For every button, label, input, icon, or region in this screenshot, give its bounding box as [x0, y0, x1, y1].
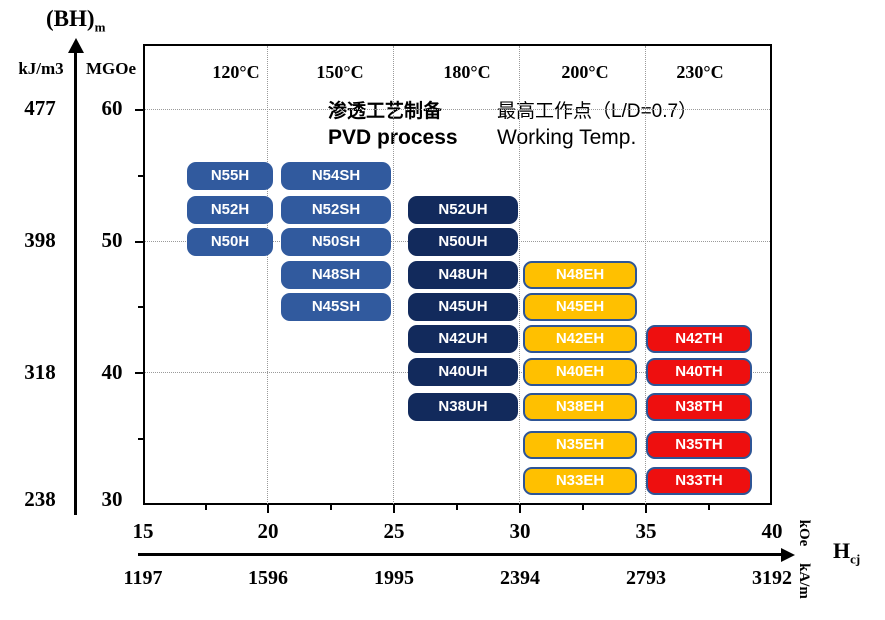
- grade-badge-n48eh: N48EH: [523, 261, 637, 289]
- x-tick-mark: [393, 505, 395, 513]
- grade-badge-n45eh: N45EH: [523, 293, 637, 321]
- x-tick-koe-label: 25: [383, 519, 405, 543]
- grade-badge-n50sh: N50SH: [281, 228, 391, 256]
- grade-badge-n52uh: N52UH: [408, 196, 518, 224]
- y-axis-title-text: (BH): [46, 6, 95, 31]
- x-minor-tick-mark: [582, 505, 584, 510]
- y-tick-mgoe-label: 60: [101, 96, 123, 120]
- grade-badge-n33eh: N33EH: [523, 467, 637, 495]
- x-tick-kam-label: 2793: [626, 567, 666, 589]
- grade-badge-n35eh: N35EH: [523, 431, 637, 459]
- grade-badge-n42eh: N42EH: [523, 325, 637, 353]
- grade-badge-n50h: N50H: [187, 228, 273, 256]
- working-temp-annotation-en: Working Temp.: [497, 126, 637, 149]
- pvd-annotation: 渗透工艺制备 PVD process: [328, 99, 458, 151]
- x-tick-koe-label: 15: [132, 519, 154, 543]
- y-tick-mark: [135, 241, 143, 243]
- x-tick-mark: [519, 505, 521, 513]
- x-tick-kam-label: 1995: [374, 567, 414, 589]
- y-tick-mgoe-label: 50: [101, 228, 123, 252]
- x-axis-arrowhead-icon: [781, 548, 795, 562]
- y-minor-tick-mark: [138, 438, 143, 440]
- pvd-annotation-en: PVD process: [328, 126, 458, 149]
- grade-badge-n50uh: N50UH: [408, 228, 518, 256]
- y-tick-kjm3-label: 238: [24, 487, 56, 511]
- temp-label-120c: 120°C: [212, 62, 260, 82]
- grade-badge-n40th: N40TH: [646, 358, 752, 386]
- temp-label-180c: 180°C: [443, 62, 491, 82]
- grade-badge-n38th: N38TH: [646, 393, 752, 421]
- x-tick-mark: [645, 505, 647, 513]
- y-tick-mgoe-label: 30: [101, 487, 123, 511]
- grade-badge-n40uh: N40UH: [408, 358, 518, 386]
- y-gridline: [145, 109, 770, 110]
- y-tick-mgoe-label: 40: [101, 360, 123, 384]
- grade-badge-n42uh: N42UH: [408, 325, 518, 353]
- grade-badge-n45uh: N45UH: [408, 293, 518, 321]
- grade-badge-n45sh: N45SH: [281, 293, 391, 321]
- y-minor-tick-mark: [138, 306, 143, 308]
- y-axis-title: (BH)m: [46, 6, 105, 36]
- temp-label-230c: 230°C: [676, 62, 724, 82]
- grade-badge-n38uh: N38UH: [408, 393, 518, 421]
- y-unit-kjm3: kJ/m3: [18, 59, 64, 78]
- x-tick-koe-label: 30: [509, 519, 531, 543]
- y-tick-mark: [135, 109, 143, 111]
- x-tick-koe-label: 40: [761, 519, 783, 543]
- temp-label-150c: 150°C: [316, 62, 364, 82]
- x-tick-mark: [267, 505, 269, 513]
- x-tick-kam-label: 1197: [123, 567, 163, 589]
- grade-badge-n52h: N52H: [187, 196, 273, 224]
- x-tick-kam-label: 3192: [752, 567, 792, 589]
- working-temp-annotation-cn: 最高工作点（L/D=0.7）: [497, 101, 698, 122]
- x-tick-kam-label: 1596: [248, 567, 288, 589]
- y-tick-kjm3-label: 398: [24, 228, 56, 252]
- grade-badge-n40eh: N40EH: [523, 358, 637, 386]
- x-gridline: [519, 46, 520, 504]
- plot-area: [143, 44, 772, 505]
- x-tick-koe-label: 20: [257, 519, 279, 543]
- grade-badge-n48sh: N48SH: [281, 261, 391, 289]
- y-tick-kjm3-label: 318: [24, 360, 56, 384]
- y-axis-title-subscript: m: [94, 19, 106, 35]
- grade-badge-n55h: N55H: [187, 162, 273, 190]
- x-minor-tick-mark: [330, 505, 332, 510]
- x-axis-arrow-line: [138, 553, 783, 556]
- x-gridline: [267, 46, 268, 504]
- y-axis-arrow-line: [74, 51, 77, 515]
- grade-badge-n52sh: N52SH: [281, 196, 391, 224]
- y-tick-mark: [135, 372, 143, 374]
- grade-badge-n33th: N33TH: [646, 467, 752, 495]
- x-minor-tick-mark: [205, 505, 207, 510]
- x-gridline: [393, 46, 394, 504]
- y-minor-tick-mark: [138, 175, 143, 177]
- x-axis-title: Hcj: [833, 538, 860, 567]
- grade-badge-n42th: N42TH: [646, 325, 752, 353]
- grade-badge-n48uh: N48UH: [408, 261, 518, 289]
- pvd-annotation-cn: 渗透工艺制备: [328, 101, 443, 122]
- x-gridline: [645, 46, 646, 504]
- x-minor-tick-mark: [456, 505, 458, 510]
- x-tick-kam-label: 2394: [500, 567, 540, 589]
- x-axis-title-subscript: cj: [850, 551, 861, 567]
- x-tick-koe-label: 35: [635, 519, 657, 543]
- working-temp-annotation: 最高工作点（L/D=0.7） Working Temp.: [497, 99, 697, 151]
- grade-badge-n38eh: N38EH: [523, 393, 637, 421]
- y-axis-arrowhead-icon: [68, 38, 84, 53]
- temp-label-200c: 200°C: [561, 62, 609, 82]
- grade-badge-n54sh: N54SH: [281, 162, 391, 190]
- grade-badge-n35th: N35TH: [646, 431, 752, 459]
- y-tick-kjm3-label: 477: [24, 96, 56, 120]
- y-unit-mgoe: MGOe: [85, 59, 137, 78]
- x-axis-title-text: H: [833, 538, 851, 563]
- x-minor-tick-mark: [708, 505, 710, 510]
